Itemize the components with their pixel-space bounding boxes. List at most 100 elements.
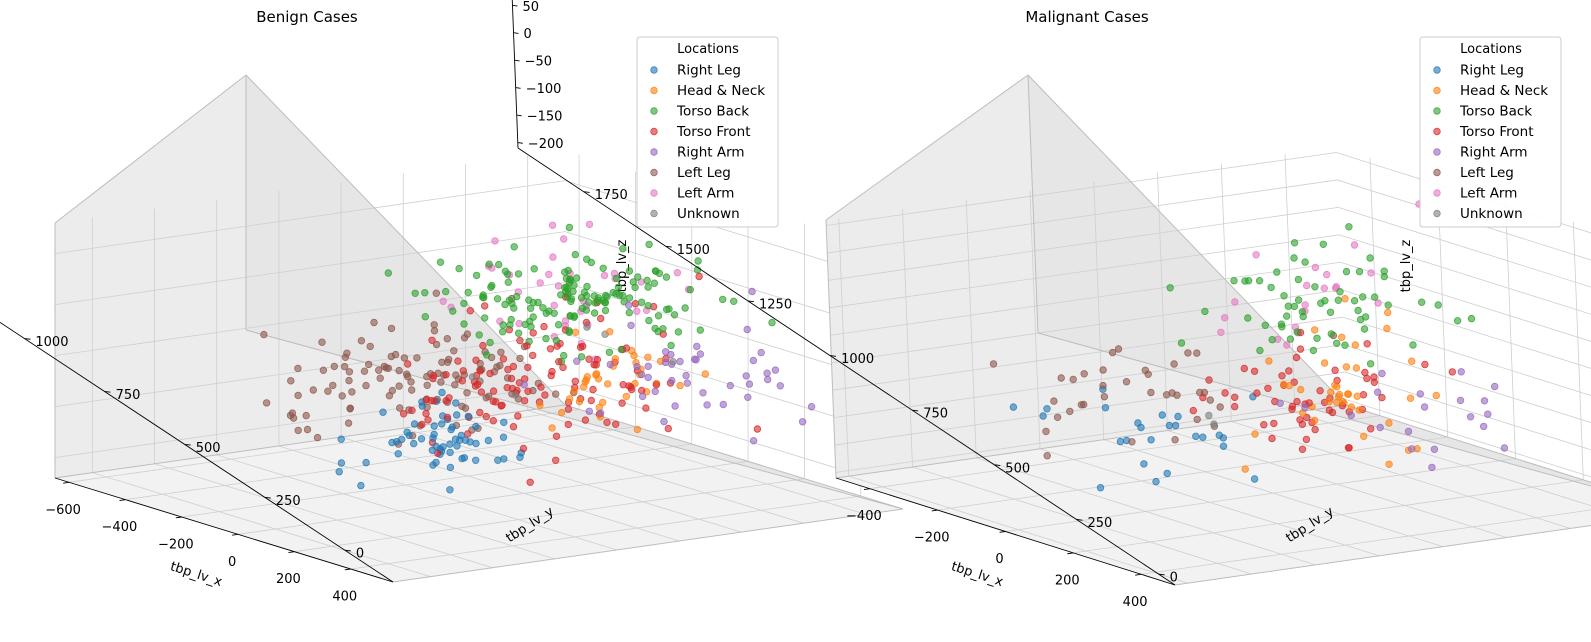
- scatter-point: [1122, 378, 1131, 386]
- scatter-point: [1251, 430, 1259, 438]
- scatter-point: [340, 362, 349, 371]
- scatter-point: [1310, 326, 1319, 334]
- scatter-point: [511, 391, 519, 399]
- scatter-point: [552, 390, 560, 398]
- scatter-point: [536, 401, 544, 409]
- scatter-point: [1240, 364, 1248, 373]
- scatter-point: [1311, 283, 1319, 291]
- scatter-point: [1116, 437, 1125, 446]
- scatter-point: [424, 416, 432, 424]
- scatter-point: [1294, 275, 1303, 284]
- scatter-point: [634, 273, 642, 281]
- legend-marker: [650, 168, 658, 177]
- legend-label: Right Arm: [677, 145, 745, 161]
- scatter-point: [542, 309, 550, 317]
- legend-marker: [650, 189, 658, 197]
- scatter-point: [1141, 366, 1149, 374]
- scatter-point: [464, 288, 472, 297]
- scatter-point: [1363, 340, 1371, 348]
- scatter-point: [294, 426, 302, 435]
- y-tick-label: 750: [923, 407, 948, 422]
- scatter-point: [644, 353, 652, 361]
- scatter-point: [719, 295, 727, 304]
- scatter-point: [366, 342, 374, 351]
- scatter-point: [498, 401, 506, 409]
- scatter-point: [669, 358, 677, 366]
- scatter-point: [1366, 360, 1375, 368]
- scatter-point: [370, 318, 378, 327]
- x-tick-label: 0: [995, 552, 1003, 567]
- scatter-point: [1050, 397, 1058, 405]
- pane-edge: [835, 404, 1347, 479]
- grid-line: [830, 261, 1341, 336]
- scatter-point: [294, 391, 302, 400]
- scatter-point: [1335, 390, 1344, 399]
- scatter-point: [519, 444, 528, 453]
- scatter-point: [1355, 267, 1364, 276]
- grid-line: [465, 418, 804, 524]
- scatter-point: [1189, 406, 1197, 415]
- scatter-point: [335, 468, 343, 476]
- scatter-point: [1347, 411, 1355, 420]
- scatter-point: [540, 322, 548, 331]
- scatter-point: [513, 292, 521, 301]
- scatter-point: [644, 283, 652, 291]
- scatter-point: [1342, 267, 1351, 276]
- grid-line: [1294, 411, 1591, 507]
- scatter-point: [1163, 469, 1171, 478]
- scatter-point: [313, 433, 322, 442]
- scatter-point: [362, 381, 370, 390]
- scatter-point: [504, 365, 512, 374]
- scatter-point: [548, 424, 556, 432]
- scatter-point: [417, 435, 426, 443]
- scatter-point: [472, 456, 480, 464]
- scatter-point: [387, 352, 395, 361]
- scatter-point: [499, 433, 508, 441]
- scatter-point: [1332, 339, 1341, 347]
- pane-edge: [1174, 524, 1591, 586]
- scatter-point: [1279, 380, 1288, 389]
- scatter-point: [611, 355, 619, 363]
- scatter-point: [529, 351, 537, 360]
- scatter-point: [1302, 435, 1311, 444]
- scatter-point: [565, 223, 574, 232]
- scatter-point: [423, 372, 431, 381]
- scatter-point: [742, 372, 750, 380]
- tick-mark: [863, 488, 870, 490]
- scatter-point: [564, 420, 572, 429]
- scatter-point: [1490, 382, 1499, 391]
- scatter-point: [602, 291, 610, 300]
- scatter-point: [430, 397, 438, 405]
- scatter-point: [606, 360, 614, 369]
- scatter-point: [548, 221, 557, 229]
- scatter-point: [660, 417, 668, 426]
- scatter-point: [575, 397, 584, 406]
- legend-label: Left Arm: [677, 186, 734, 202]
- scatter-point: [319, 366, 328, 374]
- legend-label: Right Leg: [1460, 63, 1524, 79]
- legend-label: Head & Neck: [677, 83, 765, 99]
- scatter-point: [1370, 378, 1378, 386]
- scatter-point: [1408, 445, 1416, 453]
- x-tick-label: −400: [102, 520, 138, 535]
- scatter-point: [432, 458, 440, 467]
- malignant-title: Malignant Cases: [1025, 8, 1149, 26]
- scatter-point: [432, 340, 441, 349]
- grid-line: [831, 289, 1342, 364]
- scatter-point: [400, 354, 409, 362]
- y-tick-label: 1750: [595, 188, 628, 203]
- scatter-point: [472, 356, 480, 364]
- scatter-point: [523, 342, 531, 350]
- scatter-point: [481, 314, 489, 322]
- scatter-point: [1404, 427, 1413, 436]
- grid-line: [1344, 371, 1591, 451]
- scatter-point: [1311, 425, 1319, 434]
- scatter-point: [1270, 419, 1278, 428]
- scatter-point: [1376, 423, 1384, 432]
- scatter-point: [541, 391, 549, 399]
- scatter-point: [1339, 397, 1347, 406]
- legend-frame: [1419, 36, 1562, 228]
- scatter-point: [570, 313, 578, 321]
- scatter-point: [484, 436, 493, 445]
- tick-mark: [516, 114, 522, 117]
